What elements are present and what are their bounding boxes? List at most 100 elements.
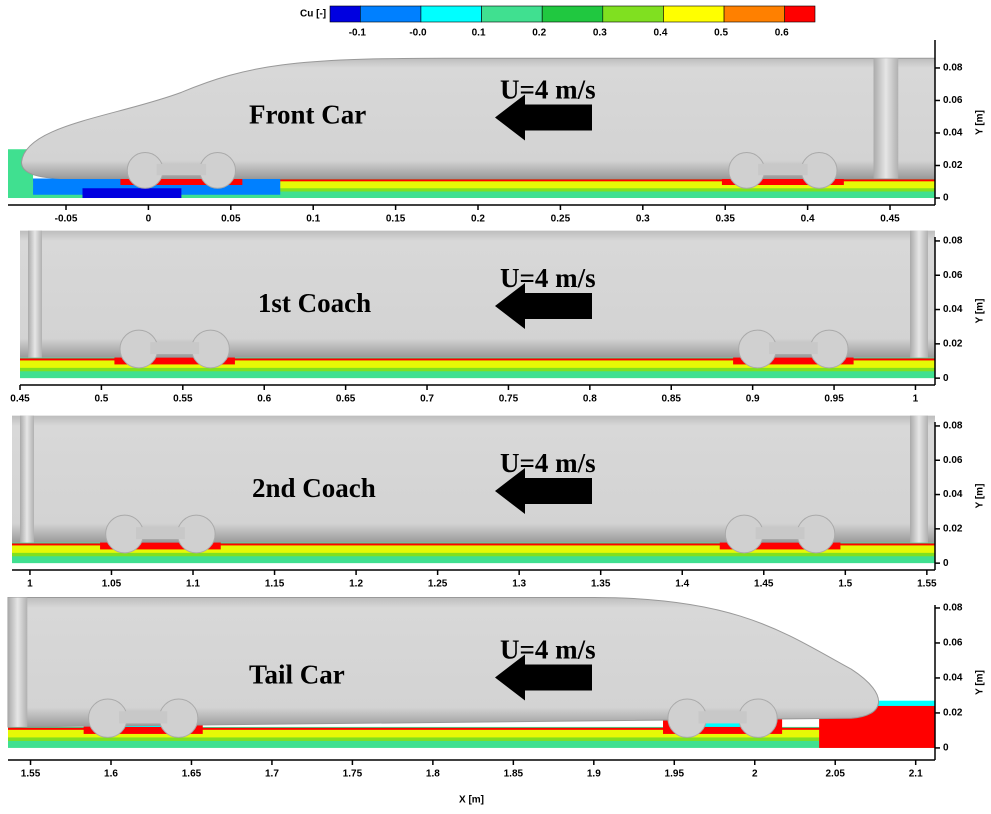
x-tick-label: 0.45 [880, 214, 900, 225]
colorbar-segment [542, 6, 603, 22]
x-tick-label: 1.85 [504, 769, 524, 780]
y-tick-label: 0.02 [943, 708, 963, 719]
y-axis-label: Y [m] [975, 299, 986, 324]
x-tick-label: 0.55 [173, 394, 193, 405]
x-tick-label: 0.3 [636, 214, 650, 225]
y-tick-label: 0.04 [943, 673, 963, 684]
x-tick-label: 1 [27, 579, 33, 590]
x-tick-label: -0.05 [55, 214, 78, 225]
x-tick-label: 1.5 [838, 579, 852, 590]
x-tick-label: 0 [146, 214, 152, 225]
x-tick-label: 1.75 [343, 769, 363, 780]
x-tick-label: 1.05 [102, 579, 122, 590]
x-tick-label: 1.9 [587, 769, 601, 780]
y-tick-label: 0.06 [943, 95, 963, 106]
y-tick-label: 0.06 [943, 270, 963, 281]
colorbar-tick-label: 0.3 [593, 28, 607, 39]
car-end [20, 416, 34, 543]
colorbar-segment [603, 6, 664, 22]
x-tick-label: 1.95 [665, 769, 685, 780]
flow-annotation: U=4 m/s [500, 635, 596, 665]
flow-annotation: U=4 m/s [500, 448, 596, 478]
colorbar-segment [360, 6, 421, 22]
colorbar-tick-label: 0.5 [714, 28, 728, 39]
x-tick-label: 1.15 [265, 579, 285, 590]
colorbar-tick-label: 0.1 [472, 28, 486, 39]
car-end [910, 231, 928, 358]
x-tick-label: 2 [752, 769, 758, 780]
x-tick-label: 0.85 [662, 394, 682, 405]
car-name: Front Car [249, 100, 366, 130]
car-end [874, 58, 899, 178]
x-tick-label: 2.1 [909, 769, 923, 780]
colorbar-segment [482, 6, 543, 22]
car-name: 2nd Coach [252, 473, 376, 503]
axle [136, 527, 185, 539]
x-tick-label: 1.2 [349, 579, 363, 590]
car-end [28, 231, 42, 358]
x-tick-label: 0.15 [386, 214, 406, 225]
axle [119, 711, 167, 723]
x-tick-label: 0.4 [801, 214, 815, 225]
x-tick-label: 0.35 [715, 214, 735, 225]
y-axis-label: Y [m] [975, 110, 986, 135]
x-tick-label: 0.45 [10, 394, 30, 405]
colorbar-segment [663, 6, 724, 22]
y-tick-label: 0 [943, 193, 949, 204]
y-axis-label: Y [m] [975, 484, 986, 509]
panel: Tail CarU=4 m/s1.551.61.651.71.751.81.85… [8, 597, 986, 805]
y-tick-label: 0.02 [943, 160, 963, 171]
x-tick-label: 1.6 [104, 769, 118, 780]
x-tick-label: 1.35 [591, 579, 611, 590]
ground-flow [82, 188, 181, 198]
x-tick-label: 1.1 [186, 579, 200, 590]
colorbar-tick-label: 0.4 [653, 28, 667, 39]
x-tick-label: 1.55 [21, 769, 41, 780]
y-tick-label: 0.04 [943, 128, 963, 139]
y-tick-label: 0 [943, 558, 949, 569]
flow-annotation: U=4 m/s [500, 263, 596, 293]
colorbar-segment [724, 6, 785, 22]
flow-annotation: U=4 m/s [500, 75, 596, 105]
x-tick-label: 0.1 [306, 214, 320, 225]
car-name: 1st Coach [258, 288, 371, 318]
x-tick-label: 1.8 [426, 769, 440, 780]
y-tick-label: 0 [943, 743, 949, 754]
x-tick-label: 0.05 [221, 214, 241, 225]
y-tick-label: 0.02 [943, 523, 963, 534]
ground-flow [875, 701, 935, 706]
axle [157, 164, 206, 175]
y-tick-label: 0.06 [943, 638, 963, 649]
y-tick-label: 0.08 [943, 421, 963, 432]
colorbar-segment [421, 6, 482, 22]
figure: Cu [-] -0.1-0.00.10.20.30.40.50.6Front C… [0, 0, 991, 814]
colorbar-tick-label: 0.2 [532, 28, 546, 39]
y-tick-label: 0 [943, 373, 949, 384]
colorbar-tick-label: 0.6 [775, 28, 789, 39]
x-tick-label: 1.55 [917, 579, 937, 590]
x-axis-label: X [m] [459, 795, 484, 806]
x-tick-label: 2.05 [825, 769, 845, 780]
car-end [910, 416, 928, 543]
colorbar-tick-label: -0.0 [409, 28, 427, 39]
x-tick-label: 0.65 [336, 394, 356, 405]
x-tick-label: 1.3 [512, 579, 526, 590]
train-body [20, 231, 935, 358]
y-tick-label: 0.04 [943, 304, 963, 315]
x-tick-label: 0.9 [746, 394, 760, 405]
colorbar-segment [330, 6, 360, 22]
car-name: Tail Car [249, 660, 345, 690]
axle [150, 342, 199, 354]
x-tick-label: 0.7 [420, 394, 434, 405]
x-tick-label: 1.65 [182, 769, 202, 780]
y-tick-label: 0.08 [943, 63, 963, 74]
colorbar-tick-label: -0.1 [349, 28, 367, 39]
y-tick-label: 0.08 [943, 236, 963, 247]
train-body [12, 416, 935, 543]
axle [756, 527, 805, 539]
x-tick-label: 0.5 [94, 394, 108, 405]
axle [758, 164, 807, 175]
